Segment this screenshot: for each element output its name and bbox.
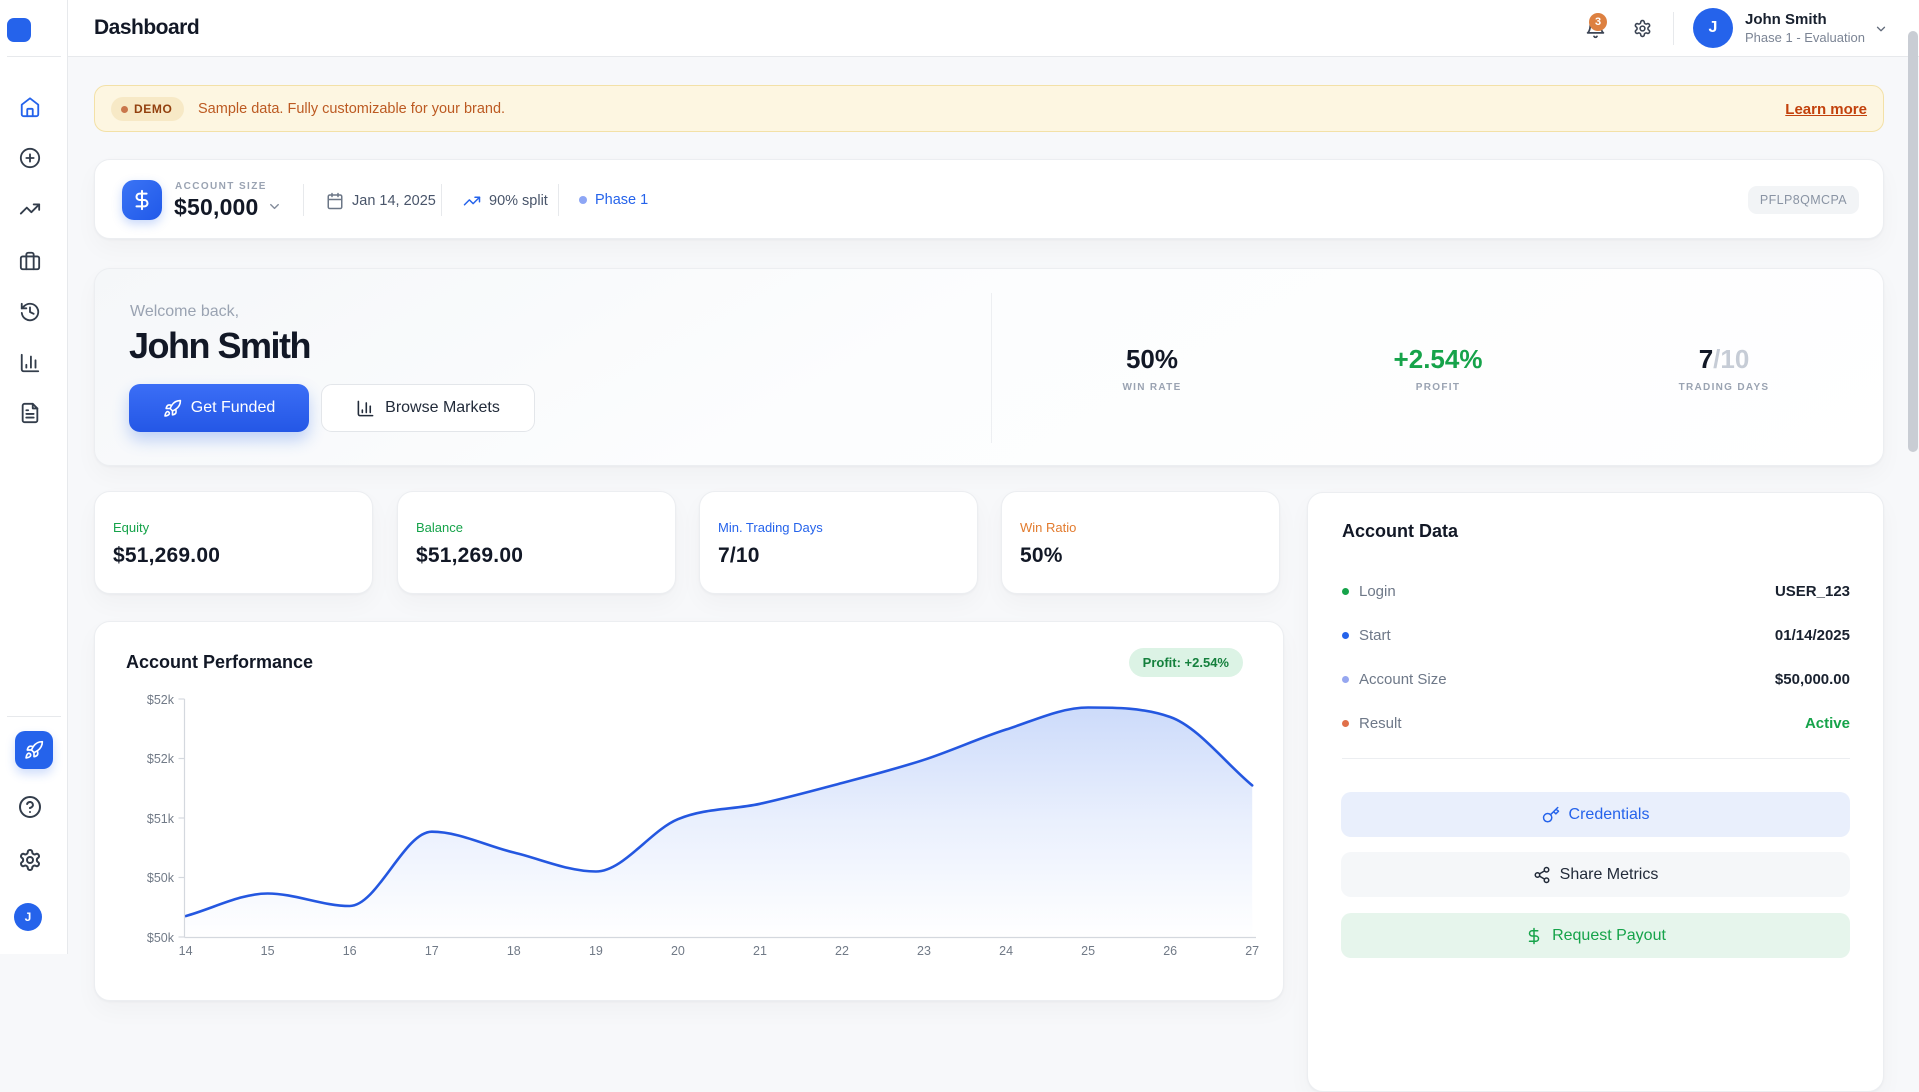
svg-text:24: 24 (999, 944, 1013, 958)
svg-text:$52k: $52k (147, 693, 175, 707)
svg-text:23: 23 (917, 944, 931, 958)
svg-text:$50k: $50k (147, 871, 175, 885)
svg-text:19: 19 (589, 944, 603, 958)
svg-text:18: 18 (507, 944, 521, 958)
svg-text:$50k: $50k (147, 931, 175, 945)
svg-text:27: 27 (1245, 944, 1259, 958)
svg-text:22: 22 (835, 944, 849, 958)
svg-text:20: 20 (671, 944, 685, 958)
svg-text:16: 16 (343, 944, 357, 958)
svg-text:25: 25 (1081, 944, 1095, 958)
svg-text:14: 14 (179, 944, 193, 958)
svg-text:$51k: $51k (147, 812, 175, 826)
svg-text:17: 17 (425, 944, 439, 958)
svg-text:$52k: $52k (147, 752, 175, 766)
svg-text:15: 15 (261, 944, 275, 958)
svg-text:26: 26 (1163, 944, 1177, 958)
svg-text:21: 21 (753, 944, 767, 958)
